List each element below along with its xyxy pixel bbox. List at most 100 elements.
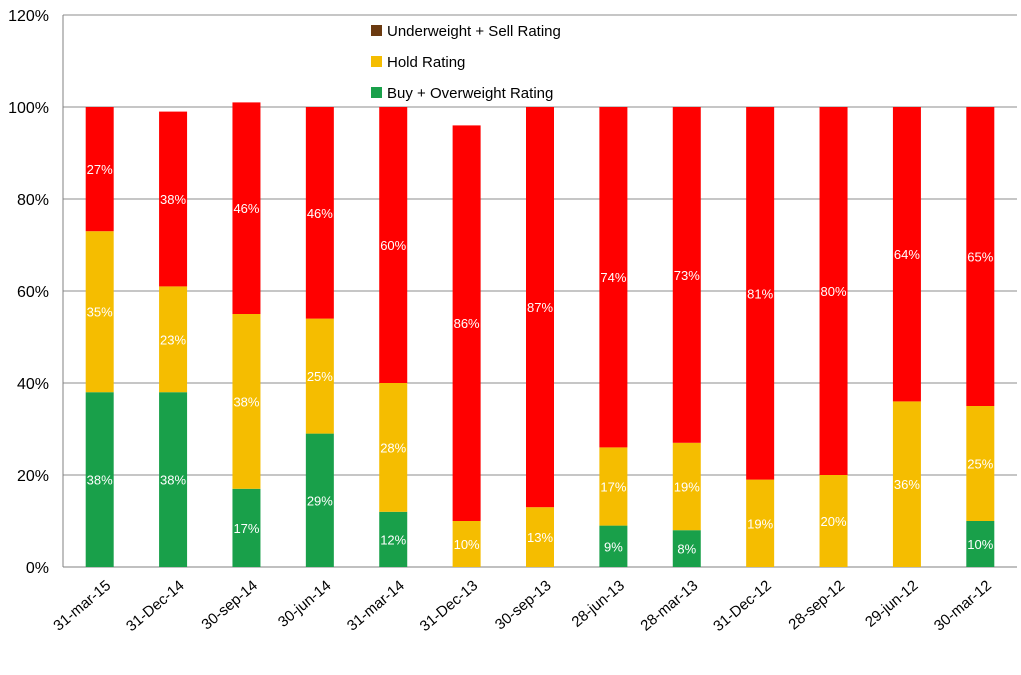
data-label: 17% — [600, 480, 626, 495]
bar-segment — [305, 107, 334, 319]
legend-label: Underweight + Sell Rating — [387, 23, 561, 40]
data-label: 17% — [233, 521, 259, 536]
bar-segment — [966, 107, 995, 406]
data-label: 8% — [677, 542, 696, 557]
data-label: 74% — [600, 270, 626, 285]
y-tick-label: 0% — [26, 560, 49, 577]
bars — [85, 102, 995, 567]
bar-segment — [966, 521, 995, 567]
bar-segment — [85, 392, 114, 567]
y-tick-label: 100% — [8, 100, 49, 117]
y-tick-label: 20% — [17, 468, 49, 485]
data-label: 81% — [747, 286, 773, 301]
bar-segment — [599, 525, 628, 567]
bar-segment — [526, 107, 554, 508]
bar-segment — [85, 231, 114, 393]
x-tick-labels: 31-mar-15 31-Dec-14 30-sep-14 30-jun-14 31-m… — [50, 577, 995, 635]
x-tick-label: 29-jun-12 — [862, 577, 921, 631]
data-label: 65% — [967, 250, 993, 265]
x-tick-label: 30-jun-14 — [275, 577, 334, 631]
y-tick-label: 120% — [8, 8, 49, 25]
x-tick-label: 31-mar-14 — [344, 577, 408, 635]
bar-segment — [159, 286, 188, 393]
data-label: 12% — [380, 532, 406, 547]
data-label: 38% — [160, 192, 186, 207]
bar-segment — [232, 314, 261, 489]
bar-segment — [672, 107, 701, 443]
bar-segment — [159, 392, 188, 567]
bar-segment — [599, 447, 628, 526]
data-label: 27% — [87, 162, 113, 177]
data-label: 38% — [233, 394, 259, 409]
bar-segment — [819, 107, 848, 475]
y-tick-label: 60% — [17, 284, 49, 301]
y-tick-label: 40% — [17, 376, 49, 393]
data-label: 13% — [527, 530, 553, 545]
bar-segment — [232, 488, 261, 567]
data-label: 25% — [307, 369, 333, 384]
data-label: 19% — [747, 516, 773, 531]
y-tick-label: 80% — [17, 192, 49, 209]
data-label: 25% — [967, 457, 993, 472]
bar-segment — [819, 475, 848, 567]
bar-segment — [452, 125, 481, 522]
segment-labels: 38% 35% 27% 38% 23% 38% 17% 38% 46% 29% 25% 46% 12% 2… — [87, 162, 994, 556]
x-tick-label: 30-mar-12 — [931, 577, 995, 635]
data-label: 73% — [674, 268, 700, 283]
bar-segment — [672, 530, 701, 567]
bar-segment — [966, 406, 995, 521]
bar-segment — [892, 401, 921, 567]
legend: Underweight + Sell Rating Hold Rating Buy … — [371, 23, 561, 102]
bar-segment — [379, 107, 408, 383]
bar-segment — [305, 433, 334, 567]
data-label: 35% — [87, 305, 113, 320]
x-tick-label: 31-Dec-12 — [710, 577, 775, 635]
bar-segment — [379, 511, 408, 567]
legend-swatch — [371, 56, 382, 67]
data-label: 36% — [894, 477, 920, 492]
x-tick-label: 30-sep-14 — [198, 577, 261, 633]
bar-segment — [159, 111, 188, 287]
legend-label: Hold Rating — [387, 54, 465, 71]
data-label: 64% — [894, 247, 920, 262]
data-label: 20% — [821, 514, 847, 529]
bar-segment — [746, 479, 775, 567]
data-label: 29% — [307, 493, 333, 508]
x-tick-label: 28-mar-13 — [637, 577, 701, 635]
data-label: 86% — [454, 316, 480, 331]
data-label: 10% — [454, 537, 480, 552]
y-tick-labels: 0% 20% 40% 60% 80% 100% 120% — [8, 8, 49, 577]
bar-segment — [305, 318, 334, 434]
data-label: 46% — [307, 206, 333, 221]
data-label: 60% — [380, 238, 406, 253]
bar-segment — [746, 107, 775, 480]
x-tick-label: 31-Dec-13 — [417, 577, 482, 635]
x-tick-label: 31-mar-15 — [50, 577, 114, 635]
bar-segment — [85, 107, 114, 232]
data-label: 28% — [380, 440, 406, 455]
legend-swatch — [371, 25, 382, 36]
bar-segment — [672, 442, 701, 531]
data-label: 38% — [87, 473, 113, 488]
data-label: 9% — [604, 539, 623, 554]
x-tick-label: 31-Dec-14 — [123, 577, 188, 635]
bar-segment — [599, 107, 628, 448]
data-label: 46% — [233, 201, 259, 216]
bar-segment — [452, 521, 481, 567]
data-label: 87% — [527, 300, 553, 315]
x-tick-label: 28-jun-13 — [568, 577, 627, 631]
data-label: 19% — [674, 480, 700, 495]
data-label: 38% — [160, 473, 186, 488]
legend-swatch — [371, 87, 382, 98]
data-label: 80% — [821, 284, 847, 299]
x-tick-label: 30-sep-13 — [492, 577, 555, 633]
x-tick-label: 28-sep-12 — [785, 577, 848, 633]
bar-segment — [892, 107, 921, 402]
bar-segment — [379, 383, 408, 512]
legend-label: Buy + Overweight Rating — [387, 85, 553, 102]
bar-segment — [232, 102, 261, 315]
bar-segment — [526, 507, 554, 567]
data-label: 10% — [967, 537, 993, 552]
